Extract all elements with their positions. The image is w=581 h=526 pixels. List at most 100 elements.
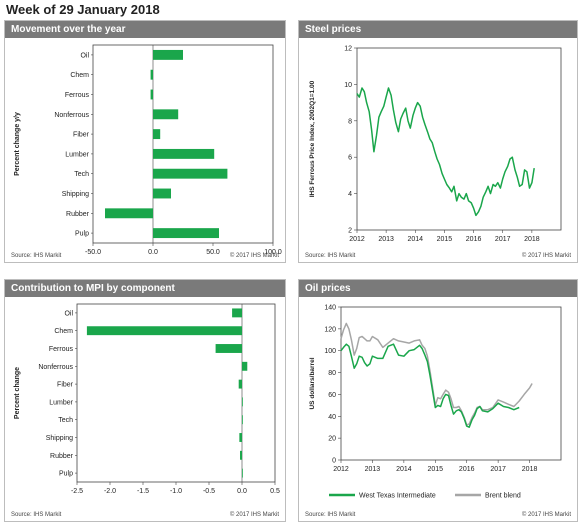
- contribution-x-tick-label: -0.5: [203, 488, 215, 495]
- contribution-bar-lumber: [242, 397, 243, 407]
- steel-x-tick-label: 2017: [495, 236, 511, 243]
- contribution-bar-chem: [86, 326, 243, 336]
- oil-chart: 0 20 40 60 80 100 120 140 2012 2013 2014 2015 2016 20…: [309, 305, 562, 500]
- movement-bar-pulp: [153, 228, 219, 239]
- oil-x-tick-label: 2014: [396, 466, 412, 473]
- oil-x-tick-label: 2016: [459, 466, 475, 473]
- contribution-bar-rubber: [240, 450, 242, 460]
- movement-category-label: Shipping: [62, 191, 89, 198]
- contribution-copyright: © 2017 IHS Markit: [229, 512, 279, 518]
- contribution-bar-tech: [242, 415, 243, 425]
- contribution-bar-oil: [232, 308, 242, 318]
- oil-source: Source: IHS Markit: [305, 512, 356, 518]
- contribution-category-label: Fiber: [57, 382, 74, 389]
- oil-plot-frame: [340, 306, 562, 461]
- movement-category-label: Tech: [74, 171, 89, 178]
- steel-x-tick-label: 2012: [349, 236, 365, 243]
- contribution-category-label: Oil: [64, 310, 73, 317]
- steel-y-tick-label: 6: [348, 155, 352, 162]
- movement-bar-oil: [153, 49, 183, 60]
- contribution-source: Source: IHS Markit: [11, 512, 62, 518]
- movement-source: Source: IHS Markit: [11, 253, 62, 259]
- oil-y-tick-label: 140: [324, 305, 336, 312]
- oil-legend-label-0: West Texas Intermediate: [359, 493, 436, 500]
- oil-y-tick-label: 20: [328, 436, 336, 443]
- steel-series-line-0: [356, 87, 535, 217]
- oil-x-tick-label: 2015: [427, 466, 443, 473]
- oil-x-tick-label: 2012: [333, 466, 349, 473]
- oil-x-tick-label: 2018: [522, 466, 538, 473]
- steel-y-tick-label: 2: [348, 228, 352, 235]
- steel-chart: 2 4 6 8 10 12 2012 2013 2014 2015 2016 2017 2018 IHS …: [309, 46, 562, 243]
- movement-bar-tech: [153, 168, 228, 179]
- movement-x-tick-label: 0.0: [148, 249, 158, 256]
- movement-panel: Movement over the year Oil Chem Ferrous Non…: [4, 20, 286, 263]
- contribution-category-label: Tech: [58, 417, 73, 424]
- movement-bar-ferrous: [150, 89, 153, 100]
- contribution-category-label: Pulp: [59, 471, 73, 478]
- movement-category-label: Chem: [70, 72, 89, 79]
- movement-bar-shipping: [153, 188, 171, 199]
- movement-category-label: Pulp: [75, 231, 89, 238]
- steel-x-tick-label: 2014: [407, 236, 423, 243]
- oil-y-tick-label: 80: [328, 370, 336, 377]
- movement-category-label: Oil: [80, 52, 89, 59]
- movement-copyright: © 2017 IHS Markit: [229, 253, 279, 259]
- steel-y-tick-label: 12: [344, 46, 352, 53]
- steel-y-tick-label: 10: [344, 82, 352, 89]
- movement-bar-rubber: [105, 208, 153, 219]
- movement-bar-chem: [150, 69, 153, 80]
- oil-y-tick-label: 120: [324, 326, 336, 333]
- oil-panel-title: Oil prices: [299, 280, 577, 297]
- contribution-category-label: Chem: [54, 328, 73, 335]
- movement-bar-fiber: [153, 129, 161, 140]
- movement-y-axis-label: Percent change y/y: [14, 112, 21, 176]
- steel-panel-title: Steel prices: [299, 21, 577, 38]
- contribution-panel: Contribution to MPI by component Oil Chem…: [4, 279, 286, 522]
- steel-y-tick-label: 8: [348, 118, 352, 125]
- steel-y-tick-label: 4: [348, 191, 352, 198]
- movement-category-label: Nonferrous: [54, 112, 89, 119]
- movement-x-tick-label: -50.0: [85, 249, 101, 256]
- contribution-bar-shipping: [239, 433, 242, 442]
- contribution-bar-fiber: [238, 379, 242, 389]
- movement-chart: Oil Chem Ferrous Nonferrous Fiber Lumber Tech S…: [14, 44, 282, 256]
- contribution-category-label: Rubber: [50, 453, 74, 460]
- contribution-y-axis-label: Percent change: [14, 367, 21, 419]
- contribution-category-label: Ferrous: [49, 346, 74, 353]
- contribution-x-tick-label: 0.5: [270, 488, 280, 495]
- oil-panel: Oil prices 0 20 40 60 80 100 120 140 2012 2013 201…: [298, 279, 578, 522]
- contribution-panel-title: Contribution to MPI by component: [5, 280, 285, 297]
- movement-category-label: Rubber: [66, 211, 90, 218]
- oil-y-tick-label: 60: [328, 392, 336, 399]
- oil-y-tick-label: 40: [328, 414, 336, 421]
- steel-plot-frame: [356, 47, 562, 231]
- movement-bar-lumber: [153, 148, 215, 159]
- steel-x-tick-label: 2013: [378, 236, 394, 243]
- steel-x-tick-label: 2015: [437, 236, 453, 243]
- contribution-bar-pulp: [242, 468, 243, 478]
- oil-series-line-0: [340, 343, 520, 428]
- oil-x-tick-label: 2017: [490, 466, 506, 473]
- steel-x-tick-label: 2018: [524, 236, 540, 243]
- contribution-bar-nonferrous: [242, 361, 248, 371]
- steel-y-axis-label: IHS Ferrous Price Index, 2002Q1=1.00: [309, 80, 316, 197]
- steel-copyright: © 2017 IHS Markit: [521, 253, 571, 259]
- steel-panel: Steel prices 2 4 6 8 10 12 2012 2013 2014 2015 201…: [298, 20, 578, 263]
- movement-bar-nonferrous: [153, 109, 179, 120]
- contribution-bar-ferrous: [215, 344, 242, 353]
- oil-x-tick-label: 2013: [365, 466, 381, 473]
- oil-y-tick-label: 100: [324, 348, 336, 355]
- contribution-x-tick-label: -1.5: [137, 488, 149, 495]
- contribution-x-tick-label: -2.0: [104, 488, 116, 495]
- movement-x-tick-label: 50.0: [206, 249, 220, 256]
- oil-y-axis-label: US dollars/barrel: [309, 357, 316, 409]
- contribution-x-tick-label: -2.5: [71, 488, 83, 495]
- contribution-category-label: Lumber: [49, 399, 73, 406]
- page-title: Week of 29 January 2018: [6, 2, 160, 17]
- movement-category-label: Fiber: [73, 132, 90, 139]
- movement-category-label: Lumber: [65, 151, 89, 158]
- movement-x-tick-label: 100.0: [264, 249, 282, 256]
- movement-plot-frame: [92, 44, 274, 244]
- contribution-x-tick-label: 0.0: [237, 488, 247, 495]
